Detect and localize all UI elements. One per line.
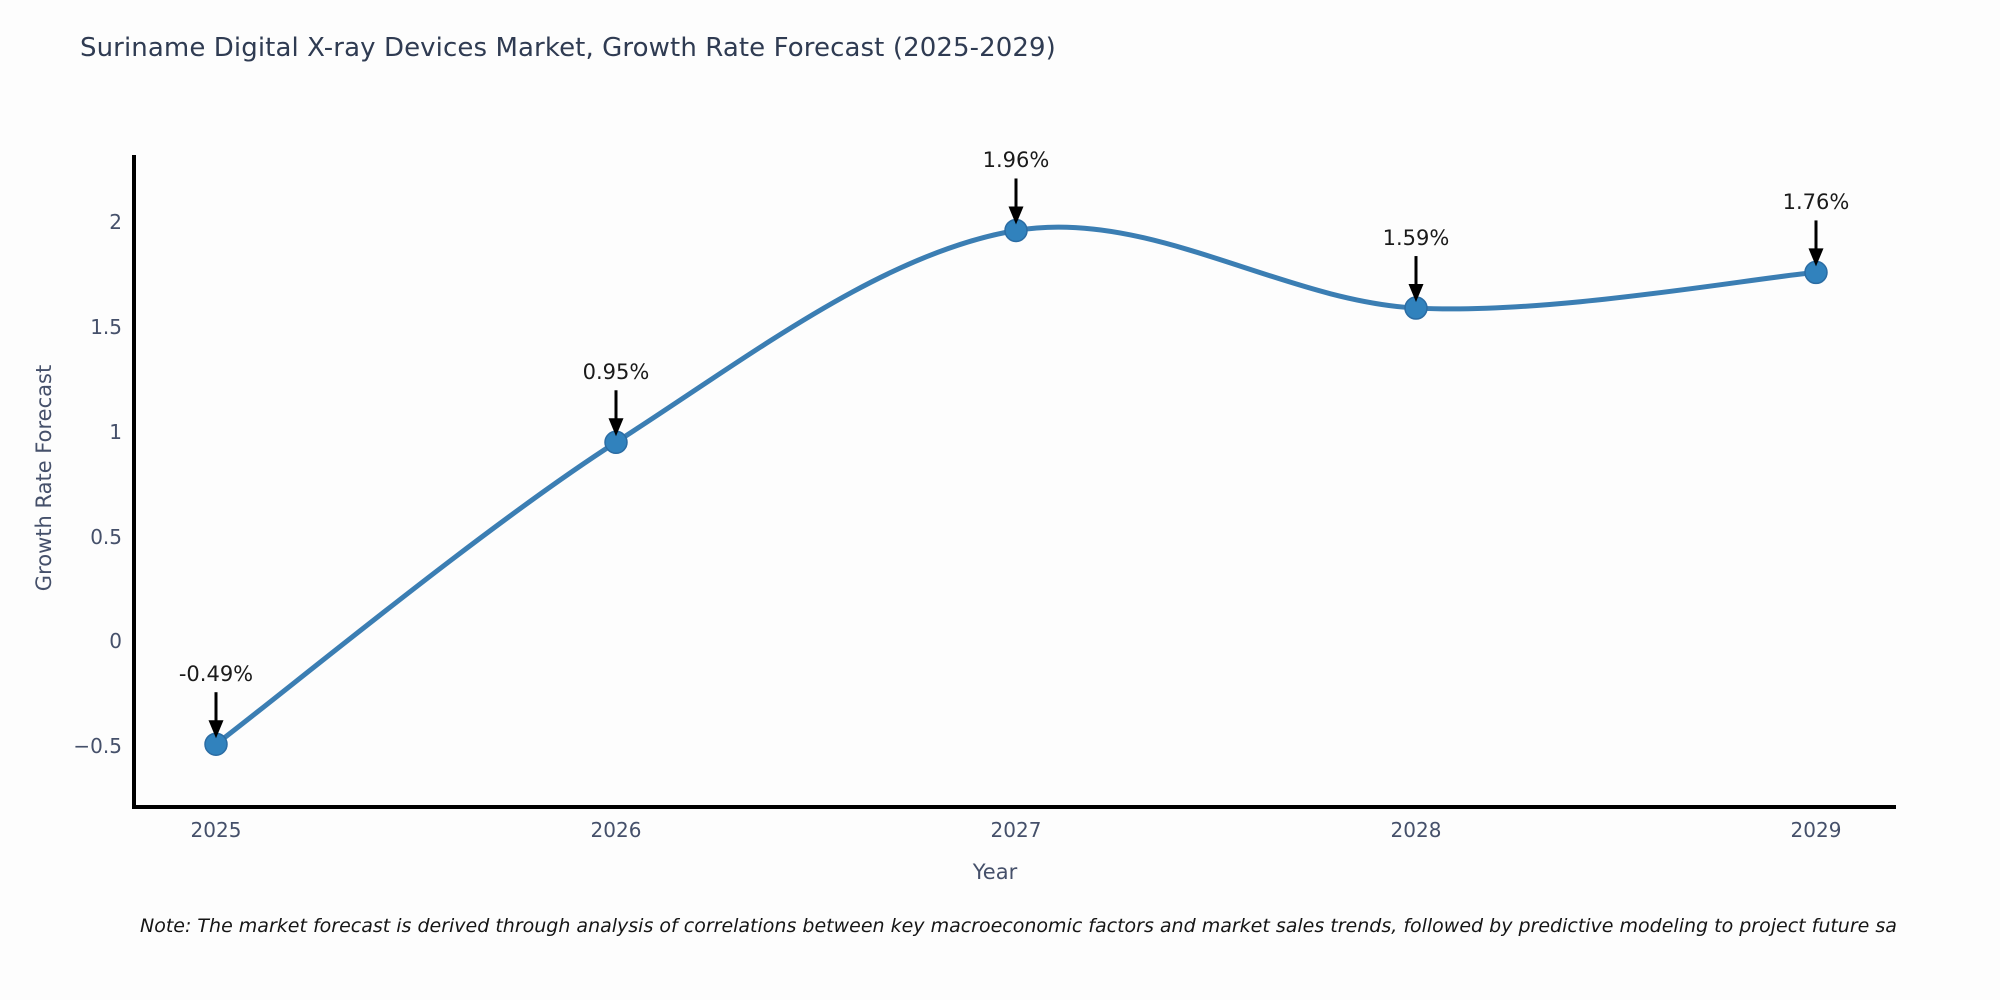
y-axis-spine (132, 155, 136, 808)
x-axis-tick-label: 2029 (1790, 818, 1842, 842)
y-axis-tick-labels: 2 1.5 1 0.5 0 −0.5 (0, 0, 122, 1000)
y-axis-tick-label: −0.5 (73, 734, 122, 759)
chart-title: Suriname Digital X-ray Devices Market, G… (80, 33, 1056, 63)
footnote: Note: The market forecast is derived thr… (140, 915, 1897, 937)
annotation-arrows (208, 178, 1824, 739)
y-axis-tick-label: 1.5 (90, 314, 122, 339)
data-point-label: 1.96% (982, 148, 1050, 173)
y-axis-tick-label: 2 (109, 210, 122, 235)
data-point-label: 1.59% (1382, 226, 1450, 251)
x-axis-title-text: Year (972, 860, 1018, 884)
x-axis-spine (132, 805, 1896, 809)
x-axis-tick-label: 2026 (590, 818, 642, 842)
annotation-arrow-head (1408, 284, 1424, 303)
series-line-chart (204, 178, 1828, 756)
series-line (213, 224, 1819, 747)
annotation-arrow-head (1008, 206, 1024, 225)
data-point-label: 1.76% (1782, 190, 1850, 215)
annotation-arrow-head (608, 418, 624, 437)
data-point-label: 0.95% (582, 360, 650, 385)
y-axis-tick-label: 0.5 (90, 524, 122, 549)
x-axis-tick-label: 2025 (190, 818, 242, 842)
x-axis-tick-label: 2028 (1390, 818, 1442, 842)
annotation-arrow-head (208, 720, 224, 739)
x-axis-tick-label: 2027 (990, 818, 1042, 842)
data-point-label: -0.49% (178, 662, 254, 687)
x-axis-title: Year (0, 860, 2000, 884)
plot-area (136, 155, 1896, 805)
y-axis-tick-label: 1 (109, 419, 122, 444)
annotation-arrow-head (1808, 248, 1824, 267)
y-axis-tick-label: 0 (109, 629, 122, 654)
